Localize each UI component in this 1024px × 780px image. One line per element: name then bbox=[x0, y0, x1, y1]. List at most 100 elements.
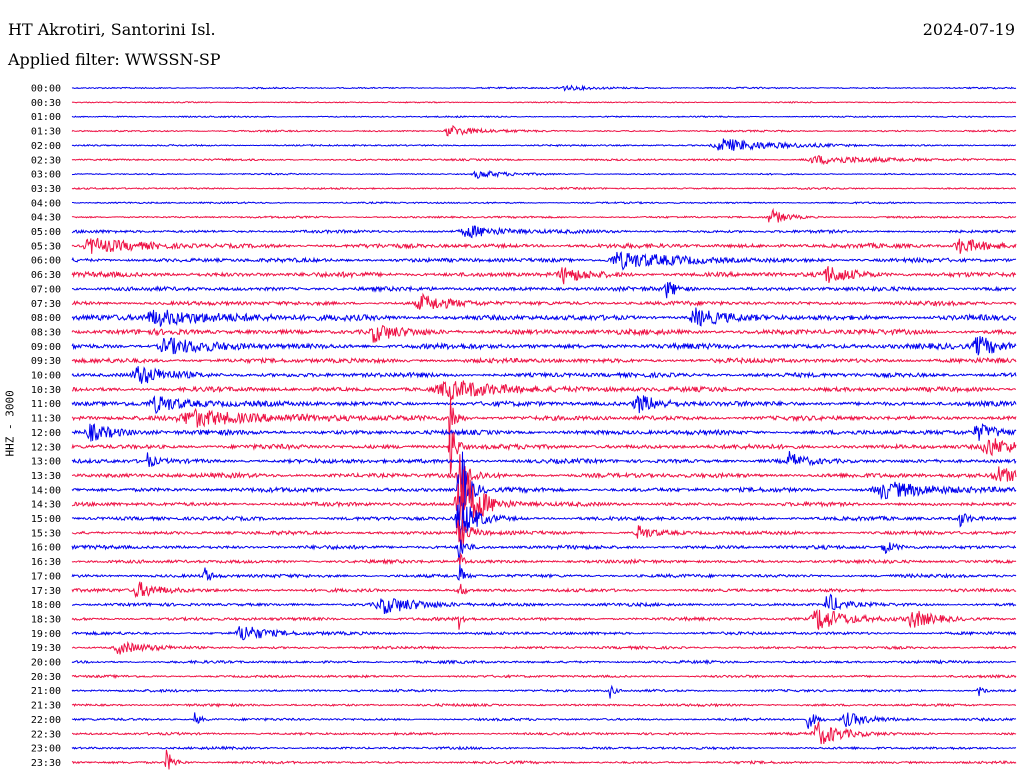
time-tick-label: 22:00 bbox=[31, 715, 61, 726]
trace-line bbox=[71, 626, 1017, 641]
time-tick-label: 01:30 bbox=[31, 127, 61, 138]
trace-line bbox=[71, 658, 1017, 666]
trace-line bbox=[71, 155, 1017, 166]
trace-line bbox=[71, 502, 1017, 542]
trace-line bbox=[71, 552, 1017, 566]
time-tick-label: 11:00 bbox=[31, 399, 61, 410]
trace-line bbox=[71, 702, 1016, 708]
trace-line bbox=[71, 564, 1017, 581]
time-tick-label: 07:00 bbox=[31, 284, 61, 295]
time-tick-label: 13:30 bbox=[31, 471, 61, 482]
trace-line bbox=[71, 324, 1017, 343]
trace-line bbox=[71, 281, 1017, 299]
time-tick-label: 11:30 bbox=[31, 414, 61, 425]
trace-line bbox=[71, 380, 1016, 401]
trace-line bbox=[71, 225, 1017, 239]
trace-line bbox=[71, 749, 1017, 770]
time-tick-label: 17:30 bbox=[31, 586, 61, 597]
trace-line bbox=[71, 336, 1017, 356]
station-title: HT Akrotiri, Santorini Isl. bbox=[8, 20, 216, 39]
trace-line bbox=[71, 581, 1017, 599]
time-tick-label: 00:00 bbox=[31, 84, 61, 95]
time-tick-label: 18:00 bbox=[31, 600, 61, 611]
time-tick-label: 23:00 bbox=[31, 744, 61, 755]
trace-line bbox=[71, 519, 1017, 549]
time-tick-label: 07:30 bbox=[31, 299, 61, 310]
time-tick-label: 13:00 bbox=[31, 457, 61, 468]
trace-line bbox=[71, 608, 1017, 630]
y-axis-label: HHZ - 3000 bbox=[3, 390, 17, 457]
time-tick-label: 03:00 bbox=[31, 170, 61, 181]
time-tick-label: 00:30 bbox=[31, 98, 61, 109]
trace-line bbox=[71, 451, 1017, 467]
time-tick-label: 08:30 bbox=[31, 327, 61, 338]
time-tick-labels: 00:00 00:30 01:00 01:30 02:00 02:30 03:00 03:30… bbox=[31, 84, 61, 769]
trace-line bbox=[71, 432, 1017, 475]
time-tick-label: 19:00 bbox=[31, 629, 61, 640]
trace-line bbox=[71, 138, 1017, 151]
time-tick-label: 09:30 bbox=[31, 356, 61, 367]
date-label: 2024-07-19 bbox=[922, 20, 1015, 39]
time-tick-label: 12:00 bbox=[31, 428, 61, 439]
time-tick-label: 10:30 bbox=[31, 385, 61, 396]
time-tick-label: 06:00 bbox=[31, 256, 61, 267]
trace-line bbox=[71, 186, 1016, 191]
trace-line bbox=[71, 454, 1017, 493]
trace-line bbox=[71, 366, 1017, 384]
trace-line bbox=[71, 84, 1017, 92]
trace-line bbox=[71, 251, 1017, 271]
time-tick-label: 19:30 bbox=[31, 643, 61, 654]
trace-line bbox=[71, 469, 1017, 531]
time-tick-label: 16:30 bbox=[31, 557, 61, 568]
time-tick-label: 14:30 bbox=[31, 500, 61, 511]
trace-line bbox=[72, 593, 1017, 614]
trace-line bbox=[71, 266, 1017, 285]
time-tick-label: 05:30 bbox=[31, 241, 61, 252]
time-tick-label: 10:00 bbox=[31, 371, 61, 382]
time-tick-label: 15:30 bbox=[31, 528, 61, 539]
trace-line bbox=[71, 398, 1017, 449]
time-tick-label: 21:00 bbox=[31, 686, 61, 697]
time-tick-label: 06:30 bbox=[31, 270, 61, 281]
time-tick-label: 04:00 bbox=[31, 198, 61, 209]
time-tick-label: 02:00 bbox=[31, 141, 61, 152]
trace-line bbox=[71, 745, 1017, 751]
trace-line bbox=[71, 673, 1017, 680]
time-tick-label: 21:30 bbox=[31, 701, 61, 712]
trace-line bbox=[71, 539, 1017, 561]
time-tick-label: 09:00 bbox=[31, 342, 61, 353]
time-tick-label: 23:30 bbox=[31, 758, 61, 769]
trace-line bbox=[71, 451, 1017, 524]
time-tick-label: 02:30 bbox=[31, 155, 61, 166]
trace-line bbox=[71, 101, 1017, 104]
trace-line bbox=[71, 640, 1017, 655]
time-tick-label: 08:00 bbox=[31, 313, 61, 324]
trace-line bbox=[72, 721, 1017, 745]
trace-line bbox=[71, 170, 1017, 180]
time-tick-label: 03:30 bbox=[31, 184, 61, 195]
trace-line bbox=[71, 684, 1017, 699]
time-tick-label: 14:00 bbox=[31, 485, 61, 496]
trace-line bbox=[71, 292, 1017, 310]
trace-line bbox=[71, 207, 1017, 223]
time-tick-label: 01:00 bbox=[31, 112, 61, 123]
time-tick-label: 20:30 bbox=[31, 672, 61, 683]
trace-line bbox=[72, 200, 1016, 205]
time-tick-label: 22:30 bbox=[31, 729, 61, 740]
time-tick-label: 04:30 bbox=[31, 213, 61, 224]
time-tick-label: 12:30 bbox=[31, 442, 61, 453]
time-tick-label: 20:00 bbox=[31, 658, 61, 669]
trace-line bbox=[71, 712, 1017, 729]
trace-line bbox=[71, 307, 1017, 327]
trace-line bbox=[71, 124, 1017, 137]
time-tick-label: 05:00 bbox=[31, 227, 61, 238]
trace-line bbox=[71, 356, 1017, 365]
time-tick-label: 16:00 bbox=[31, 543, 61, 554]
filter-subtitle: Applied filter: WWSSN-SP bbox=[8, 50, 221, 69]
trace-line bbox=[71, 422, 1017, 442]
time-tick-label: 17:00 bbox=[31, 571, 61, 582]
trace-line bbox=[71, 237, 1017, 254]
time-tick-label: 18:30 bbox=[31, 614, 61, 625]
trace-line bbox=[71, 395, 1017, 415]
